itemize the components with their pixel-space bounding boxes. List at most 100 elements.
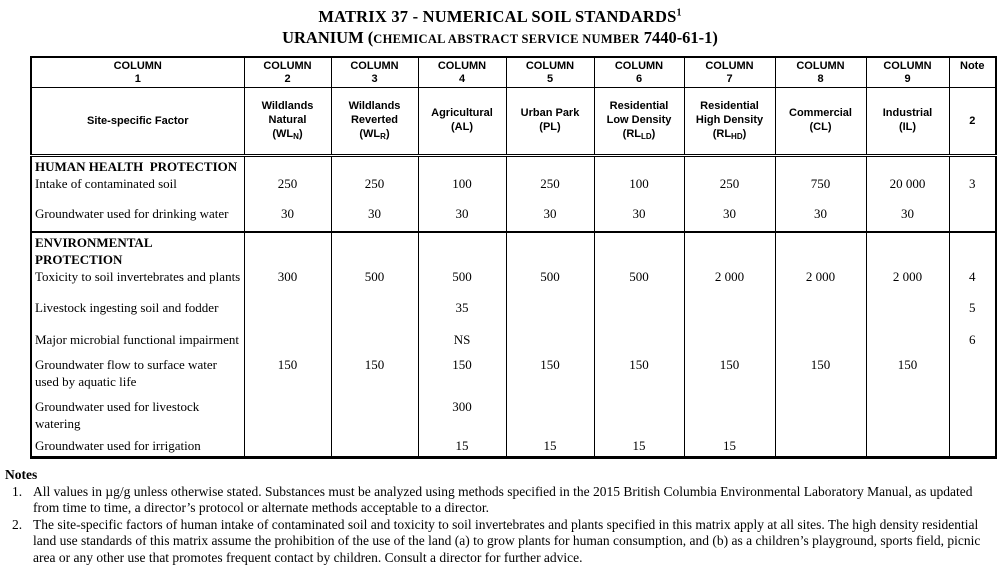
cell-value (774, 436, 867, 458)
cell-value: 30 (417, 204, 507, 232)
cell-value: 500 (593, 231, 685, 298)
cell-value: 150 (330, 355, 419, 397)
factor-cell: Groundwater used for drinking water (30, 204, 245, 232)
title-cas-number: 7440-61-1) (639, 28, 718, 47)
cell-value: 20 000 (865, 155, 950, 204)
cell-value (774, 397, 867, 436)
document-title: MATRIX 37 - NUMERICAL SOIL STANDARDS1 UR… (0, 0, 1000, 50)
cell-value (243, 330, 332, 355)
title-cas-label: CHEMICAL ABSTRACT SERVICE NUMBER (373, 32, 640, 46)
title-main-text: MATRIX 37 - NUMERICAL SOIL STANDARDS (318, 7, 677, 26)
cell-value: 2 000 (774, 231, 867, 298)
note-text: All values in µg/g unless otherwise stat… (33, 483, 973, 516)
cell-value: 15 (683, 436, 776, 458)
cell-value: 30 (774, 204, 867, 232)
cell-value (865, 436, 950, 458)
row-major-microbial-impairment: Major microbial functional impairment NS… (30, 330, 997, 355)
column-header-2: COLUMN 2 (243, 57, 332, 88)
cell-value (593, 330, 685, 355)
cell-value: 500 (505, 231, 595, 298)
section-heading-human-health: HUMAN HEALTH PROTECTION (35, 159, 238, 174)
land-use-residential-high-density: Residential High Density (RLHD) (683, 87, 776, 157)
cell-value: 250 (505, 155, 595, 204)
cell-value: 100 (593, 155, 685, 204)
column-header-5: COLUMN 5 (505, 57, 595, 88)
factor-cell: Major microbial functional impairment (30, 330, 245, 355)
note-cell: 3 (948, 155, 997, 204)
note-cell (948, 204, 997, 232)
cell-value: 150 (505, 355, 595, 397)
cell-value: 150 (683, 355, 776, 397)
title-footnote-ref: 1 (676, 7, 682, 19)
cell-value: NS (417, 330, 507, 355)
cell-value (330, 436, 419, 458)
factor-cell: ENVIRONMENTAL PROTECTION Toxicity to soi… (30, 231, 245, 298)
factor-cell: Groundwater flow to surface water used b… (30, 355, 245, 397)
cell-value: 15 (505, 436, 595, 458)
row-groundwater-irrigation: Groundwater used for irrigation 15 15 15… (30, 436, 997, 458)
cell-value (243, 298, 332, 330)
cell-value: 750 (774, 155, 867, 204)
cell-value: 150 (593, 355, 685, 397)
note-cell (948, 436, 997, 458)
cell-value: 150 (774, 355, 867, 397)
note-cell (948, 397, 997, 436)
cell-value (683, 330, 776, 355)
factor-cell: Livestock ingesting soil and fodder (30, 298, 245, 330)
cell-value: 100 (417, 155, 507, 204)
note-item-1: 1. All values in µg/g unless otherwise s… (12, 484, 995, 517)
land-use-wildlands-reverted: Wildlands Reverted (WLR) (330, 87, 419, 157)
cell-value (330, 298, 419, 330)
section-heading-environmental: ENVIRONMENTAL PROTECTION (35, 235, 156, 267)
land-use-residential-low-density: Residential Low Density (RLLD) (593, 87, 685, 157)
cell-value (243, 397, 332, 436)
header-row-column-numbers: COLUMN 1 COLUMN 2 COLUMN 3 COLUMN 4 COLUMN 5 … (30, 57, 997, 88)
cell-value: 500 (330, 231, 419, 298)
column-header-8: COLUMN 8 (774, 57, 867, 88)
row-groundwater-livestock-watering: Groundwater used for livestock watering … (30, 397, 997, 436)
column-header-6: COLUMN 6 (593, 57, 685, 88)
factor-cell: HUMAN HEALTH PROTECTION Intake of contam… (30, 155, 245, 204)
factor-label: Toxicity to soil invertebrates and plant… (35, 269, 241, 284)
cell-value: 15 (417, 436, 507, 458)
cell-value: 150 (417, 355, 507, 397)
cell-value: 35 (417, 298, 507, 330)
cell-value: 500 (417, 231, 507, 298)
cell-value (865, 330, 950, 355)
row-livestock-ingesting-soil-fodder: Livestock ingesting soil and fodder 35 5 (30, 298, 997, 330)
note-number: 2. (12, 516, 23, 532)
cell-value: 250 (683, 155, 776, 204)
column-header-7: COLUMN 7 (683, 57, 776, 88)
cell-value (774, 298, 867, 330)
column-header-1: COLUMN 1 (30, 57, 245, 88)
column-header-9: COLUMN 9 (865, 57, 950, 88)
cell-value: 30 (505, 204, 595, 232)
cell-value (243, 436, 332, 458)
note-header-value: 2 (948, 87, 997, 157)
note-cell: 6 (948, 330, 997, 355)
land-use-urban-park: Urban Park (PL) (505, 87, 595, 157)
cell-value: 30 (683, 204, 776, 232)
header-row-land-uses: Site-specific Factor Wildlands Natural (W… (30, 87, 997, 157)
cell-value (683, 397, 776, 436)
cell-value (593, 397, 685, 436)
cell-value: 300 (417, 397, 507, 436)
cell-value (774, 330, 867, 355)
cell-value (683, 298, 776, 330)
cell-value: 30 (865, 204, 950, 232)
factor-cell: Groundwater used for irrigation (30, 436, 245, 458)
land-use-agricultural: Agricultural (AL) (417, 87, 507, 157)
note-cell: 4 (948, 231, 997, 298)
cell-value: 250 (330, 155, 419, 204)
row-groundwater-drinking-water: Groundwater used for drinking water 30 3… (30, 204, 997, 232)
factor-cell: Groundwater used for livestock watering (30, 397, 245, 436)
note-text: The site-specific factors of human intak… (33, 516, 981, 565)
factor-label: Intake of contaminated soil (35, 176, 177, 191)
land-use-commercial: Commercial (CL) (774, 87, 867, 157)
cell-value: 2 000 (865, 231, 950, 298)
column-header-4: COLUMN 4 (417, 57, 507, 88)
cell-value: 30 (330, 204, 419, 232)
column-header-3: COLUMN 3 (330, 57, 419, 88)
notes-section: Notes 1. All values in µg/g unless other… (5, 467, 995, 566)
